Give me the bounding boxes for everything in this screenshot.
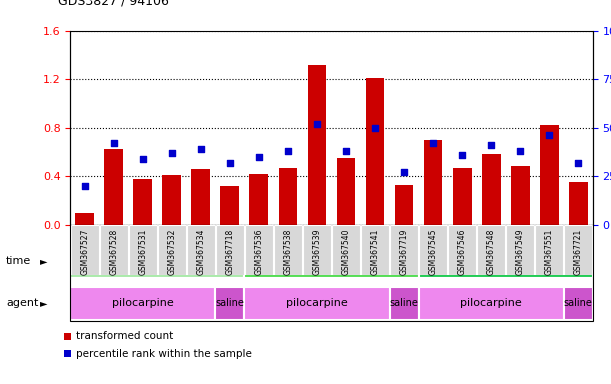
FancyBboxPatch shape [100,225,128,275]
Text: GSM367536: GSM367536 [254,228,263,275]
FancyBboxPatch shape [390,225,418,275]
Text: GSM367541: GSM367541 [370,228,379,275]
FancyBboxPatch shape [361,225,389,275]
Point [399,169,409,175]
Point [457,152,467,158]
Text: GSM367540: GSM367540 [342,228,351,275]
FancyBboxPatch shape [70,287,216,320]
FancyBboxPatch shape [564,287,593,320]
FancyBboxPatch shape [419,225,447,275]
Text: pilocarpine: pilocarpine [286,298,348,308]
Bar [395,185,414,225]
FancyBboxPatch shape [244,287,390,320]
Text: ►: ► [40,256,47,266]
FancyBboxPatch shape [244,245,419,278]
Text: transformed count: transformed count [76,331,174,341]
Point [544,132,554,139]
FancyBboxPatch shape [303,225,331,275]
Text: agent: agent [6,298,38,308]
FancyBboxPatch shape [419,245,593,278]
Text: immediate: immediate [475,256,536,266]
Bar [337,158,356,225]
Text: GSM367718: GSM367718 [225,228,235,275]
Point [312,121,322,127]
Text: saline: saline [390,298,419,308]
Bar [569,182,588,225]
Bar [133,179,152,225]
Text: GDS3827 / 94106: GDS3827 / 94106 [58,0,169,8]
Text: percentile rank within the sample: percentile rank within the sample [76,349,252,359]
FancyBboxPatch shape [477,225,505,275]
Text: 3 days post-SE: 3 days post-SE [116,256,199,266]
Point [80,183,90,189]
FancyBboxPatch shape [419,287,564,320]
FancyBboxPatch shape [332,225,360,275]
Point [254,154,264,160]
Bar [365,78,384,225]
Bar [453,168,472,225]
Point [428,140,438,146]
FancyBboxPatch shape [71,225,99,275]
Bar [481,154,500,225]
Text: GSM367546: GSM367546 [458,228,467,275]
Point [196,146,206,152]
Text: GSM367532: GSM367532 [167,228,177,275]
Text: GSM367548: GSM367548 [486,228,496,275]
Point [283,148,293,154]
FancyBboxPatch shape [245,225,273,275]
FancyBboxPatch shape [158,225,186,275]
Point [515,148,525,154]
FancyBboxPatch shape [129,225,157,275]
Text: GSM367719: GSM367719 [400,228,409,275]
Bar [540,125,558,225]
Bar [191,169,210,225]
Text: 7 days post-SE: 7 days post-SE [290,256,373,266]
Text: ►: ► [40,298,47,308]
Text: GSM367539: GSM367539 [312,228,321,275]
Point [138,156,148,162]
Text: GSM367528: GSM367528 [109,228,119,275]
FancyBboxPatch shape [535,225,563,275]
Text: GSM367545: GSM367545 [428,228,437,275]
Text: GSM367527: GSM367527 [80,228,89,275]
Text: pilocarpine: pilocarpine [112,298,174,308]
Text: GSM367534: GSM367534 [196,228,205,275]
Point [225,159,235,166]
Text: GSM367531: GSM367531 [138,228,147,275]
Bar [279,168,298,225]
Text: GSM367721: GSM367721 [574,228,583,275]
FancyBboxPatch shape [506,225,534,275]
FancyBboxPatch shape [70,245,244,278]
FancyBboxPatch shape [274,225,302,275]
FancyBboxPatch shape [448,225,476,275]
Bar [75,212,94,225]
Text: time: time [6,256,31,266]
Text: GSM367538: GSM367538 [284,228,293,275]
FancyBboxPatch shape [216,225,244,275]
Point [109,140,119,146]
Text: saline: saline [216,298,244,308]
Point [573,159,583,166]
Bar [163,175,181,225]
FancyBboxPatch shape [187,225,215,275]
Bar [249,174,268,225]
Text: GSM367549: GSM367549 [516,228,525,275]
Bar [423,140,442,225]
Point [486,142,496,148]
Text: GSM367551: GSM367551 [544,228,554,275]
Point [370,125,380,131]
Point [341,148,351,154]
Text: saline: saline [564,298,593,308]
Bar [221,186,240,225]
FancyBboxPatch shape [390,287,419,320]
FancyBboxPatch shape [216,287,244,320]
Bar [104,149,123,225]
Point [167,150,177,156]
Bar [307,65,326,225]
FancyBboxPatch shape [564,225,592,275]
Bar [511,167,530,225]
Text: pilocarpine: pilocarpine [460,298,522,308]
